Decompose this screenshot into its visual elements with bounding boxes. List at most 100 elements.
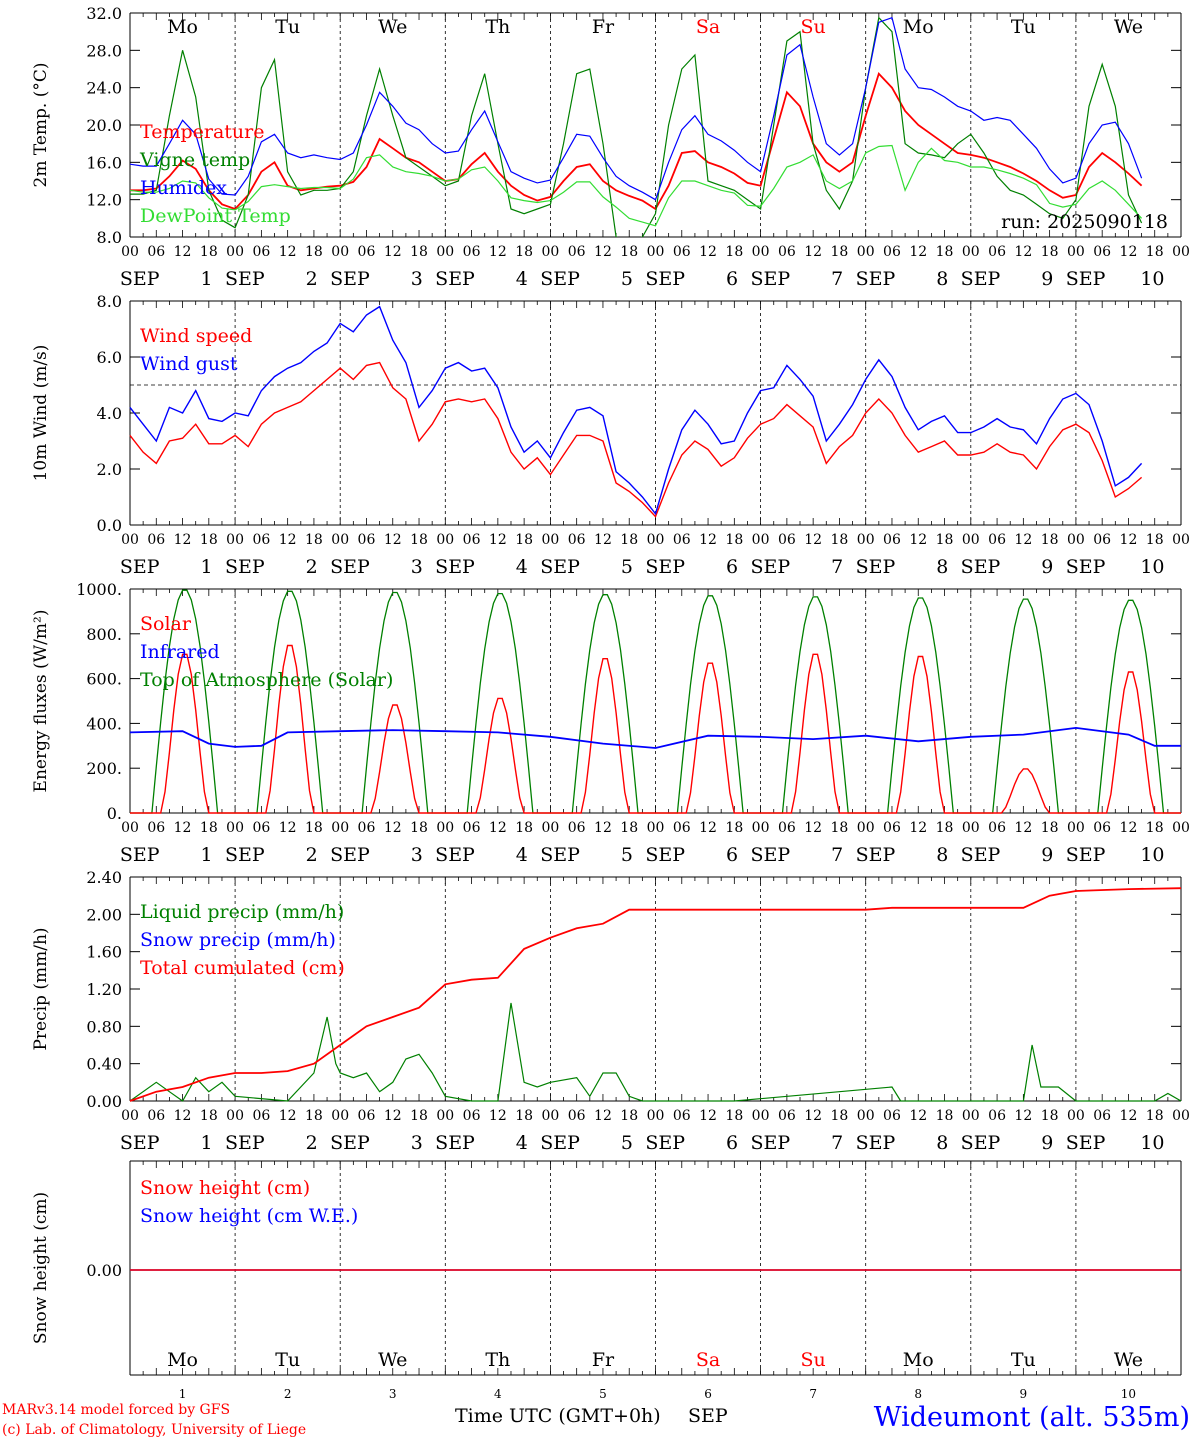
wind-hour-label: 06 — [673, 532, 691, 548]
temp-hour-label: 12 — [489, 244, 507, 260]
energy-month-label: SEP — [961, 844, 1001, 866]
wind-date-label: 3 — [411, 556, 423, 578]
energy-date-label: 9 — [1041, 844, 1053, 866]
precip-hour-label: 18 — [305, 1108, 323, 1124]
temp-hour-label: 06 — [147, 244, 165, 260]
precip-hour-label: 00 — [226, 1108, 244, 1124]
temp-hour-label: 18 — [1146, 244, 1164, 260]
wind-hour-label: 18 — [936, 532, 954, 548]
energy-y-tick-label: 200. — [86, 759, 122, 778]
precip-hour-label: 18 — [831, 1108, 849, 1124]
wind-hour-label: 12 — [1120, 532, 1138, 548]
energy-date-label: 5 — [621, 844, 633, 866]
energy-month-label: SEP — [120, 844, 160, 866]
x-axis-label: Time UTC (GMT+0h) — [455, 1405, 661, 1427]
temp-month-label: SEP — [435, 268, 475, 290]
precip-hour-label: 12 — [279, 1108, 297, 1124]
precip-date-label: 5 — [621, 1132, 633, 1154]
temp-weekday-label: Mo — [903, 16, 934, 38]
wind-date-label: 1 — [201, 556, 213, 578]
wind-hour-label: 18 — [620, 532, 638, 548]
snow-weekday-label: Tu — [275, 1349, 300, 1371]
precip-month-label: SEP — [120, 1132, 160, 1154]
snow-weekday-label: Th — [485, 1349, 510, 1371]
wind-hour-label: 06 — [463, 532, 481, 548]
temp-hour-label: 06 — [988, 244, 1006, 260]
energy-hour-label: 12 — [909, 820, 927, 836]
precip-month-label: SEP — [330, 1132, 370, 1154]
precip-hour-label: 06 — [778, 1108, 796, 1124]
snow-weekday-label: Sa — [696, 1349, 720, 1371]
station-name: Wideumont (alt. 535m) — [874, 1402, 1190, 1433]
precip-hour-label: 06 — [147, 1108, 165, 1124]
precip-hour-label: 12 — [489, 1108, 507, 1124]
wind-hour-label: 06 — [1093, 532, 1111, 548]
energy-hour-label: 00 — [331, 820, 349, 836]
temp-month-label: SEP — [540, 268, 580, 290]
wind-date-label: 8 — [936, 556, 948, 578]
temp-hour-label: 00 — [962, 244, 980, 260]
energy-hour-label: 00 — [962, 820, 980, 836]
energy-date-label: 3 — [411, 844, 423, 866]
temp-hour-label: 06 — [1093, 244, 1111, 260]
wind-hour-label: 12 — [594, 532, 612, 548]
temp-hour-label: 12 — [1014, 244, 1032, 260]
precip-hour-label: 00 — [436, 1108, 454, 1124]
wind-date-label: 2 — [306, 556, 318, 578]
energy-date-label: 4 — [516, 844, 528, 866]
temp-hour-label: 18 — [831, 244, 849, 260]
precip-hour-label: 00 — [752, 1108, 770, 1124]
precip-hour-label: 06 — [568, 1108, 586, 1124]
temp-hour-label: 12 — [909, 244, 927, 260]
wind-y-tick-label: 0.0 — [97, 516, 122, 535]
temp-month-label: SEP — [330, 268, 370, 290]
wind-month-label: SEP — [330, 556, 370, 578]
energy-y-axis-label: Energy fluxes (W/m²) — [31, 610, 51, 793]
x-axis-month-label: SEP — [688, 1405, 728, 1427]
temp-hour-label: 00 — [752, 244, 770, 260]
wind-hour-label: 00 — [436, 532, 454, 548]
wind-hour-label: 18 — [831, 532, 849, 548]
temp-y-tick-label: 8.0 — [97, 228, 122, 247]
wind-hour-label: 18 — [305, 532, 323, 548]
energy-hour-label: 00 — [752, 820, 770, 836]
precip-date-label: 4 — [516, 1132, 528, 1154]
energy-hour-label: 18 — [725, 820, 743, 836]
temp-y-tick-label: 16.0 — [86, 153, 122, 172]
energy-hour-label: 12 — [384, 820, 402, 836]
snow-date-label: 2 — [284, 1387, 292, 1401]
energy-hour-label: 00 — [436, 820, 454, 836]
snow-y-tick-label: 0.00 — [86, 1261, 122, 1280]
temp-hour-label: 06 — [463, 244, 481, 260]
energy-month-label: SEP — [750, 844, 790, 866]
wind-hour-label: 06 — [988, 532, 1006, 548]
temp-date-label: 2 — [306, 268, 318, 290]
wind-hour-label: 12 — [384, 532, 402, 548]
wind-hour-label: 00 — [962, 532, 980, 548]
precip-hour-label: 18 — [1146, 1108, 1164, 1124]
temp-month-label: SEP — [645, 268, 685, 290]
precip-hour-label: 12 — [384, 1108, 402, 1124]
energy-hour-label: 06 — [883, 820, 901, 836]
energy-hour-label: 06 — [673, 820, 691, 836]
energy-hour-label: 06 — [1093, 820, 1111, 836]
temp-hour-label: 12 — [279, 244, 297, 260]
energy-hour-label: 06 — [147, 820, 165, 836]
temp-date-label: 7 — [831, 268, 843, 290]
wind-hour-label: 12 — [174, 532, 192, 548]
snow-legend-snow-height-cm: Snow height (cm) — [140, 1177, 310, 1199]
snow-date-label: 10 — [1121, 1387, 1136, 1401]
precip-legend-snow-precip-mm-h: Snow precip (mm/h) — [140, 929, 336, 951]
wind-hour-label: 18 — [725, 532, 743, 548]
precip-month-label: SEP — [540, 1132, 580, 1154]
energy-hour-label: 12 — [1014, 820, 1032, 836]
wind-line-wind-gust — [129, 305, 1143, 516]
precip-hour-label: 12 — [594, 1108, 612, 1124]
energy-legend-infrared: Infrared — [140, 641, 220, 663]
footer-lab-credit: (c) Lab. of Climatology, University of L… — [2, 1422, 306, 1438]
temp-hour-label: 12 — [699, 244, 717, 260]
temp-legend-temperature: Temperature — [140, 121, 264, 143]
wind-date-label: 9 — [1041, 556, 1053, 578]
precip-hour-label: 12 — [909, 1108, 927, 1124]
precip-y-tick-label: 0.40 — [86, 1055, 122, 1074]
